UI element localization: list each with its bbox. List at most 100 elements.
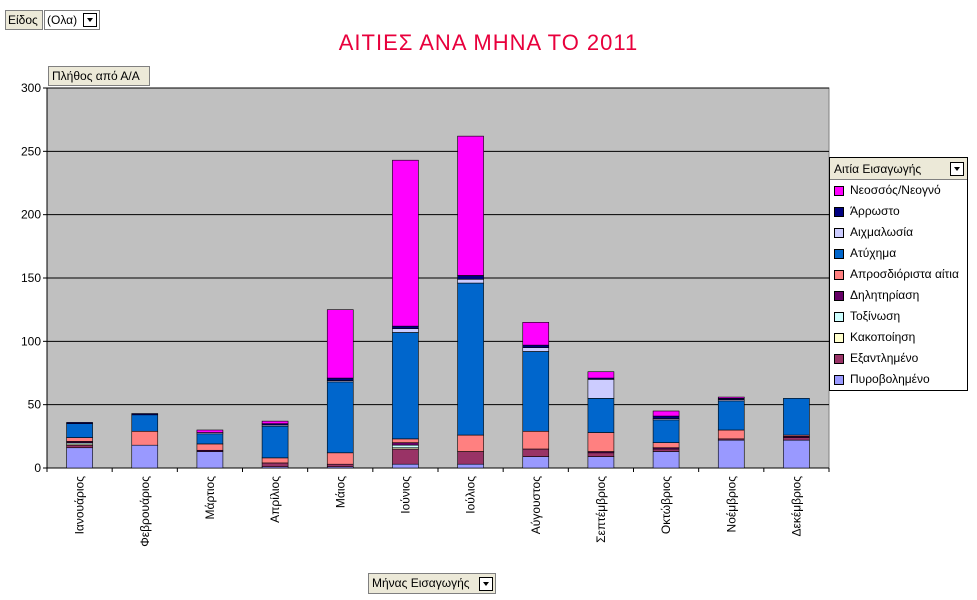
legend-swatch (834, 227, 844, 238)
bar-segment (326, 463, 354, 468)
bar-segment (392, 448, 419, 465)
legend-entry: Άρρωστο (830, 201, 967, 222)
legend-swatch (834, 206, 844, 217)
bar-segment (457, 282, 484, 436)
bar-segment (66, 423, 93, 438)
bar-segment (131, 444, 159, 469)
bar-segment (522, 456, 550, 469)
legend-swatch (834, 185, 844, 196)
legend-label: Ατύχημα (850, 246, 897, 260)
legend-field-button[interactable]: Αιτία Εισαγωγής (830, 158, 967, 180)
bar-segment (326, 309, 354, 379)
legend-entry: Δηλητηρίαση (830, 285, 967, 306)
x-tick-label: Μάιος (333, 476, 347, 508)
bar-segment (457, 463, 484, 469)
bar-segment (261, 420, 289, 424)
bar-segment (587, 432, 615, 452)
x-tick-label: Νοέμβριος (724, 476, 738, 533)
bar-segment (131, 430, 159, 446)
bar-segment (66, 447, 93, 469)
y-tick-label: 0 (34, 461, 41, 475)
bar-segment (196, 443, 224, 451)
legend-swatch (834, 248, 844, 259)
bar-segment (587, 456, 615, 469)
bar-segment (457, 434, 484, 452)
legend-swatch (834, 332, 844, 343)
bar-segment (392, 438, 419, 443)
legend-label: Δηλητηρίαση (850, 288, 920, 302)
bar-segment (131, 414, 159, 432)
bar-segment (326, 377, 354, 381)
legend-entry: Κακοποίηση (830, 327, 967, 348)
bar-segment (652, 448, 680, 452)
bar-segment (66, 422, 93, 424)
bar-segment (717, 439, 745, 469)
chevron-down-icon[interactable] (950, 162, 964, 176)
bar-segment (392, 159, 419, 327)
y-tick-label: 150 (21, 271, 41, 285)
bar-segment (587, 398, 615, 433)
filter-field-label: Είδος (8, 13, 38, 27)
legend-swatch (834, 311, 844, 322)
bar-segment (66, 444, 93, 449)
x-tick-label: Οκτώβριος (659, 476, 673, 534)
bar-segment (522, 322, 550, 346)
y-tick-label: 300 (21, 81, 41, 95)
bar-segment (783, 439, 810, 469)
legend-label: Κακοποίηση (850, 330, 916, 344)
legend-label: Εξαντλημένο (850, 351, 919, 365)
bar-segment (196, 451, 224, 469)
legend-label: Πυροβολημένο (850, 372, 930, 386)
y-tick-label: 200 (21, 208, 41, 222)
bar-segment (522, 448, 550, 457)
bar-segment (717, 396, 745, 399)
bar-segment (717, 429, 745, 440)
bar-segment (652, 442, 680, 449)
legend-entry: Τοξίνωση (830, 306, 967, 327)
x-field-label: Μήνας Εισαγωγής (372, 576, 470, 590)
bar-segment (457, 278, 484, 284)
bar-segment (652, 419, 680, 443)
data-field-label: Πλήθος από Α/Α (52, 69, 140, 83)
filter-field-button[interactable]: Είδος (5, 10, 43, 30)
bar-segment (457, 135, 484, 276)
bar-segment (522, 430, 550, 450)
legend-items: Νεοσσός/Νεογνό Άρρωστο Αιχμαλωσία Ατύχημα Απ… (830, 180, 967, 390)
legend-title: Αιτία Εισαγωγής (834, 162, 922, 176)
legend-label: Άρρωστο (850, 204, 900, 218)
legend-swatch (834, 290, 844, 301)
bar-segment (783, 437, 810, 441)
bar-segment (261, 457, 289, 464)
bar-segment (587, 379, 615, 399)
chevron-down-icon[interactable] (83, 13, 97, 27)
bar-segment (652, 415, 680, 419)
x-tick-label: Απρίλιος (268, 476, 282, 523)
legend-label: Αιχμαλωσία (850, 225, 914, 239)
legend-label: Τοξίνωση (850, 309, 901, 323)
bar-segment (392, 325, 419, 329)
x-tick-label: Αύγουστος (529, 476, 543, 534)
legend: Αιτία Εισαγωγής Νεοσσός/Νεογνό Άρρωστο Αιχ… (829, 157, 968, 391)
legend-label: Απροσδιόριστα αίτια (850, 267, 959, 281)
bar-segment (131, 413, 159, 416)
filter-dropdown[interactable]: (Ολα) (44, 10, 100, 30)
bar-segment (326, 381, 354, 454)
bar-segment (652, 451, 680, 469)
x-tick-label: Ιούνιος (398, 476, 412, 514)
bar-segment (717, 400, 745, 431)
x-tick-label: Ιούλιος (464, 476, 478, 514)
bar-segment (457, 275, 484, 280)
x-tick-label: Σεπτέμβριος (594, 476, 608, 543)
data-field-button[interactable]: Πλήθος από Α/Α (48, 66, 150, 86)
bar-segment (66, 437, 93, 442)
bar-segment (522, 351, 550, 432)
legend-swatch (834, 269, 844, 280)
chevron-down-icon[interactable] (479, 577, 493, 591)
bar-segment (783, 398, 810, 436)
bar-segment (392, 444, 419, 449)
bar-segment (392, 442, 419, 446)
chart-title: ΑΙΤΙΕΣ ΑΝΑ ΜΗΝΑ ΤΟ 2011 (338, 30, 639, 55)
bar-segment (522, 344, 550, 348)
x-field-button[interactable]: Μήνας Εισαγωγής (368, 573, 496, 594)
bar-segment (196, 429, 224, 433)
